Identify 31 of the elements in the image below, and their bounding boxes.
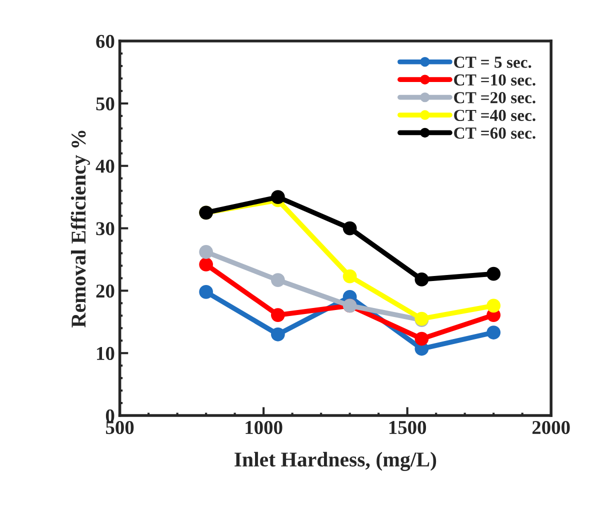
point — [270, 308, 285, 322]
point — [342, 221, 357, 236]
x-tick-label: 1000 — [246, 420, 282, 434]
legend-label: CT =40 sec. — [454, 110, 536, 122]
legend-label: CT =60 sec. — [454, 127, 536, 139]
y-tick-label: 60 — [96, 34, 114, 48]
y-tick-label: 40 — [96, 160, 114, 173]
point — [342, 269, 357, 284]
legend-label: CT =10 sec. — [454, 74, 536, 86]
point — [199, 285, 213, 299]
x-axis-title: Inlet Hardness, (mg/L) — [234, 452, 436, 471]
point — [199, 258, 213, 272]
y-tick-label: 30 — [96, 222, 114, 236]
point — [199, 245, 213, 259]
x-tick-label: 2000 — [532, 420, 570, 434]
point — [414, 272, 429, 286]
point — [486, 298, 501, 313]
y-axis-title: Removal Efficiency % — [70, 130, 90, 328]
point — [486, 326, 501, 340]
x-tick-label: 500 — [106, 420, 134, 434]
point — [270, 327, 285, 342]
y-tick-label: 50 — [96, 97, 114, 110]
point — [414, 332, 429, 346]
y-tick-label: 10 — [97, 346, 114, 360]
point — [486, 266, 501, 281]
x-tick-label: 1500 — [389, 420, 426, 434]
legend-label: CT = 5 sec. — [454, 56, 532, 68]
point — [270, 273, 285, 288]
legend-label: CT =20 sec. — [454, 92, 536, 104]
point — [270, 190, 285, 204]
y-tick-label: 20 — [96, 284, 114, 298]
